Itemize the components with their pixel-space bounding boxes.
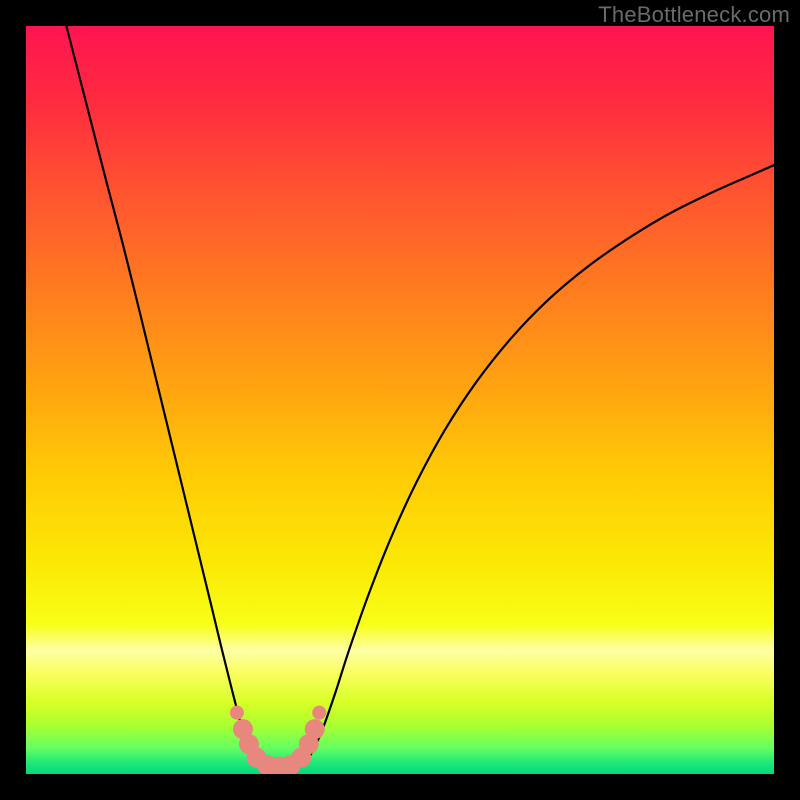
chart-frame (0, 0, 800, 800)
bottleneck-curve (66, 26, 774, 773)
worm-marker (230, 706, 326, 774)
plot-area (26, 26, 774, 774)
watermark-text: TheBottleneck.com (598, 2, 790, 28)
curve-layer (26, 26, 774, 774)
